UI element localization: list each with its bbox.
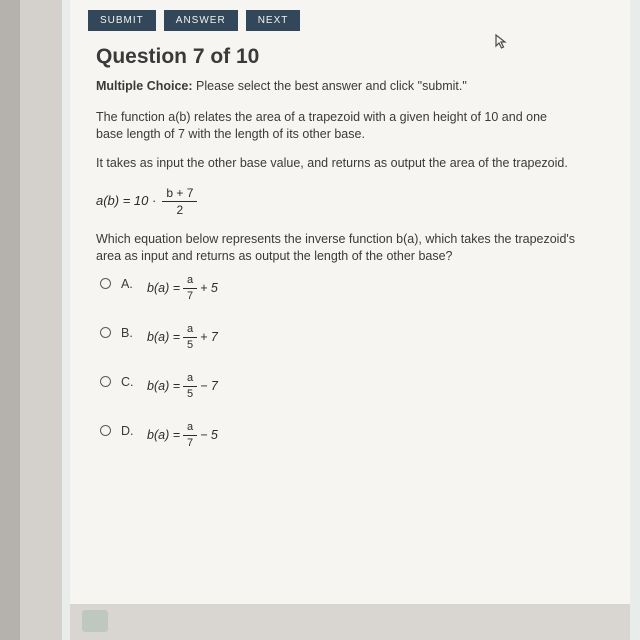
choice-den: 7 — [187, 436, 193, 449]
toolbar: SUBMIT ANSWER NEXT — [88, 10, 604, 31]
choice-expression: b(a) = a 7 + 5 — [147, 274, 218, 301]
choice-lhs: b(a) = — [147, 428, 180, 442]
choice-tail: − 5 — [200, 428, 218, 442]
radio-icon[interactable] — [100, 425, 111, 436]
instruction-line: Multiple Choice: Please select the best … — [96, 79, 604, 93]
choice-den: 5 — [187, 387, 193, 400]
choice-c[interactable]: C. b(a) = a 5 − 7 — [96, 374, 604, 399]
choice-d[interactable]: D. b(a) = a 7 − 5 — [96, 423, 604, 448]
next-button[interactable]: NEXT — [246, 10, 301, 31]
choice-lhs: b(a) = — [147, 379, 180, 393]
formula-fraction: b + 7 2 — [162, 187, 197, 216]
formula-den: 2 — [177, 202, 184, 216]
choice-list: A. b(a) = a 7 + 5 B. b(a) = a 5 + 7 — [96, 276, 604, 448]
choice-tail: + 7 — [200, 330, 218, 344]
submit-button[interactable]: SUBMIT — [88, 10, 156, 31]
choice-letter: B. — [121, 326, 137, 340]
choice-b[interactable]: B. b(a) = a 5 + 7 — [96, 325, 604, 350]
formula-lhs: a(b) = 10 · — [96, 193, 156, 208]
radio-icon[interactable] — [100, 376, 111, 387]
choice-num: a — [183, 422, 197, 436]
choice-lhs: b(a) = — [147, 281, 180, 295]
choice-num: a — [183, 373, 197, 387]
choice-expression: b(a) = a 7 − 5 — [147, 421, 218, 448]
cursor-icon — [494, 34, 510, 50]
choice-letter: C. — [121, 375, 137, 389]
choice-num: a — [183, 275, 197, 289]
choice-den: 5 — [187, 338, 193, 351]
choice-expression: b(a) = a 5 − 7 — [147, 372, 218, 399]
radio-icon[interactable] — [100, 278, 111, 289]
choice-fraction: a 5 — [183, 373, 197, 400]
print-icon[interactable] — [82, 610, 108, 632]
choice-num: a — [183, 324, 197, 338]
left-sidebar — [0, 0, 62, 640]
formula-num: b + 7 — [162, 187, 197, 202]
choice-tail: + 5 — [200, 281, 218, 295]
choice-expression: b(a) = a 5 + 7 — [147, 323, 218, 350]
stem-paragraph-1: The function a(b) relates the area of a … — [96, 109, 576, 143]
choice-letter: D. — [121, 424, 137, 438]
question-card: SUBMIT ANSWER NEXT Question 7 of 10 Mult… — [70, 0, 630, 630]
question-title: Question 7 of 10 — [96, 45, 604, 69]
answer-button[interactable]: ANSWER — [164, 10, 238, 31]
choice-letter: A. — [121, 277, 137, 291]
choice-den: 7 — [187, 289, 193, 302]
choice-tail: − 7 — [200, 379, 218, 393]
instruction-text: Please select the best answer and click … — [193, 79, 467, 93]
choice-a[interactable]: A. b(a) = a 7 + 5 — [96, 276, 604, 301]
stem-paragraph-3: Which equation below represents the inve… — [96, 231, 576, 265]
choice-fraction: a 7 — [183, 422, 197, 449]
choice-lhs: b(a) = — [147, 330, 180, 344]
radio-icon[interactable] — [100, 327, 111, 338]
stem-paragraph-2: It takes as input the other base value, … — [96, 155, 576, 172]
instruction-label: Multiple Choice: — [96, 79, 193, 93]
choice-fraction: a 7 — [183, 275, 197, 302]
choice-fraction: a 5 — [183, 324, 197, 351]
given-formula: a(b) = 10 · b + 7 2 — [96, 186, 604, 215]
footer-bar — [70, 604, 630, 640]
